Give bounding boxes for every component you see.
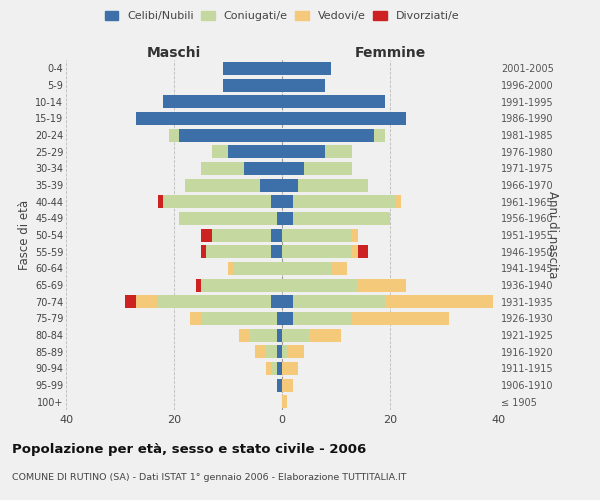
Bar — [282, 312, 293, 325]
Bar — [266, 345, 277, 358]
Bar — [228, 145, 282, 158]
Bar — [282, 78, 325, 92]
Bar — [293, 195, 395, 208]
Bar — [352, 245, 358, 258]
Bar — [260, 178, 282, 192]
Bar — [201, 312, 277, 325]
Bar — [212, 228, 271, 241]
Bar — [271, 195, 282, 208]
Bar — [358, 245, 368, 258]
Bar — [282, 212, 293, 225]
Text: Maschi: Maschi — [147, 46, 201, 60]
Bar — [136, 295, 158, 308]
Bar — [255, 345, 266, 358]
Bar — [158, 295, 271, 308]
Bar — [298, 178, 368, 192]
Bar — [325, 145, 352, 158]
Bar — [374, 128, 385, 141]
Bar — [228, 262, 233, 275]
Bar — [282, 62, 331, 75]
Text: COMUNE DI RUTINO (SA) - Dati ISTAT 1° gennaio 2006 - Elaborazione TUTTITALIA.IT: COMUNE DI RUTINO (SA) - Dati ISTAT 1° ge… — [12, 472, 407, 482]
Bar — [271, 362, 277, 375]
Bar — [244, 162, 282, 175]
Bar — [239, 328, 250, 342]
Bar — [293, 212, 390, 225]
Bar — [282, 162, 304, 175]
Bar — [277, 378, 282, 392]
Bar — [158, 195, 163, 208]
Bar — [277, 312, 282, 325]
Y-axis label: Fasce di età: Fasce di età — [17, 200, 31, 270]
Text: Femmine: Femmine — [355, 46, 425, 60]
Bar — [212, 145, 228, 158]
Bar — [125, 295, 136, 308]
Bar — [282, 278, 358, 291]
Bar — [201, 278, 282, 291]
Bar — [266, 362, 271, 375]
Bar — [282, 128, 374, 141]
Bar — [395, 195, 401, 208]
Bar — [206, 245, 271, 258]
Bar — [282, 145, 325, 158]
Legend: Celibi/Nubili, Coniugati/e, Vedovi/e, Divorziati/e: Celibi/Nubili, Coniugati/e, Vedovi/e, Di… — [105, 10, 459, 21]
Bar — [277, 345, 282, 358]
Bar — [201, 245, 206, 258]
Bar — [277, 362, 282, 375]
Bar — [385, 295, 493, 308]
Bar — [293, 312, 352, 325]
Bar — [185, 178, 260, 192]
Bar — [190, 312, 201, 325]
Bar — [282, 112, 406, 125]
Bar — [282, 345, 287, 358]
Bar — [233, 262, 282, 275]
Bar — [287, 345, 304, 358]
Bar — [163, 95, 282, 108]
Bar — [271, 295, 282, 308]
Bar — [331, 262, 347, 275]
Bar — [352, 312, 449, 325]
Y-axis label: Anni di nascita: Anni di nascita — [546, 192, 559, 278]
Bar — [282, 395, 287, 408]
Text: Popolazione per età, sesso e stato civile - 2006: Popolazione per età, sesso e stato civil… — [12, 442, 366, 456]
Bar — [223, 78, 282, 92]
Bar — [196, 278, 201, 291]
Bar — [277, 212, 282, 225]
Bar — [293, 295, 385, 308]
Bar — [163, 195, 271, 208]
Bar — [282, 295, 293, 308]
Bar — [169, 128, 179, 141]
Bar — [277, 328, 282, 342]
Bar — [282, 262, 331, 275]
Bar — [282, 195, 293, 208]
Bar — [358, 278, 406, 291]
Bar — [179, 212, 277, 225]
Bar — [309, 328, 341, 342]
Bar — [271, 245, 282, 258]
Bar — [282, 178, 298, 192]
Bar — [282, 228, 352, 241]
Bar — [282, 328, 309, 342]
Bar — [282, 245, 352, 258]
Bar — [352, 228, 358, 241]
Bar — [223, 62, 282, 75]
Bar — [136, 112, 282, 125]
Bar — [201, 228, 212, 241]
Bar — [250, 328, 277, 342]
Bar — [304, 162, 352, 175]
Bar — [179, 128, 282, 141]
Bar — [271, 228, 282, 241]
Bar — [201, 162, 244, 175]
Bar — [282, 362, 298, 375]
Bar — [282, 378, 293, 392]
Bar — [282, 95, 385, 108]
